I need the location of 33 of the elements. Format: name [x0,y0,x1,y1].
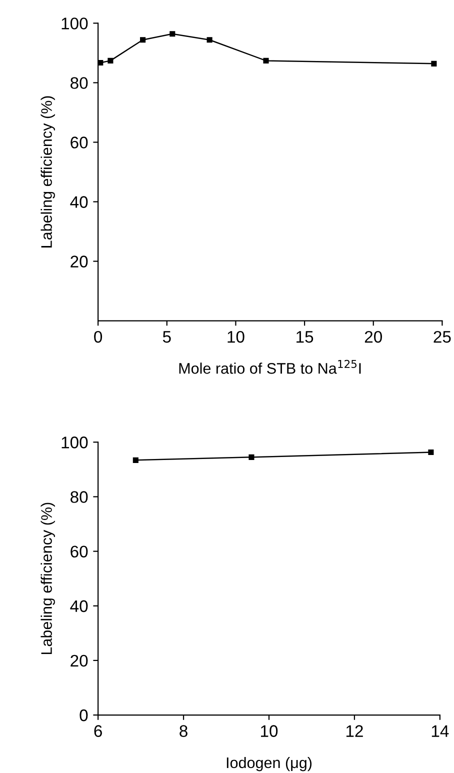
y-tick-label: 40 [70,600,88,612]
y-axis-title: Labeling efficiency (%) [40,96,55,248]
x-tick-label: 8 [180,725,188,737]
y-tick-label: 80 [70,77,88,89]
x-tick-label: 14 [432,725,449,737]
y-tick-label: 20 [70,654,88,667]
y-tick-label: 0 [80,709,88,722]
x-tick-label: 15 [296,331,314,343]
y-tick-label: 40 [70,196,88,208]
point [263,58,269,64]
x-tick-label: 25 [434,330,451,343]
x-tick-label: 12 [346,725,363,737]
point [431,60,437,66]
y-tick-label: 20 [70,256,88,268]
x-tick-label: 0 [94,330,102,343]
y-tick-label: 60 [70,136,88,148]
x-tick-label: 6 [94,725,102,737]
point [98,60,104,66]
x-tick-label: 10 [261,725,278,737]
y-tick-label: 100 [62,436,88,448]
point [206,37,212,43]
x-tick-label: 10 [228,330,244,343]
y-tick-label: 100 [62,18,88,30]
point [170,31,176,37]
x-axis-title: Iodogen (μg) [226,756,312,772]
y-axis-title: Labeling efficiency (%) [40,502,55,654]
y-tick-label: 60 [70,546,88,558]
point [140,37,146,43]
point [108,58,114,64]
x-axis-title: Mole ratio of STB to Na$^{125}$I [179,360,361,374]
x-tick-label: 5 [162,331,171,343]
x-tick-label: 20 [364,330,382,343]
y-tick-label: 80 [70,491,88,503]
